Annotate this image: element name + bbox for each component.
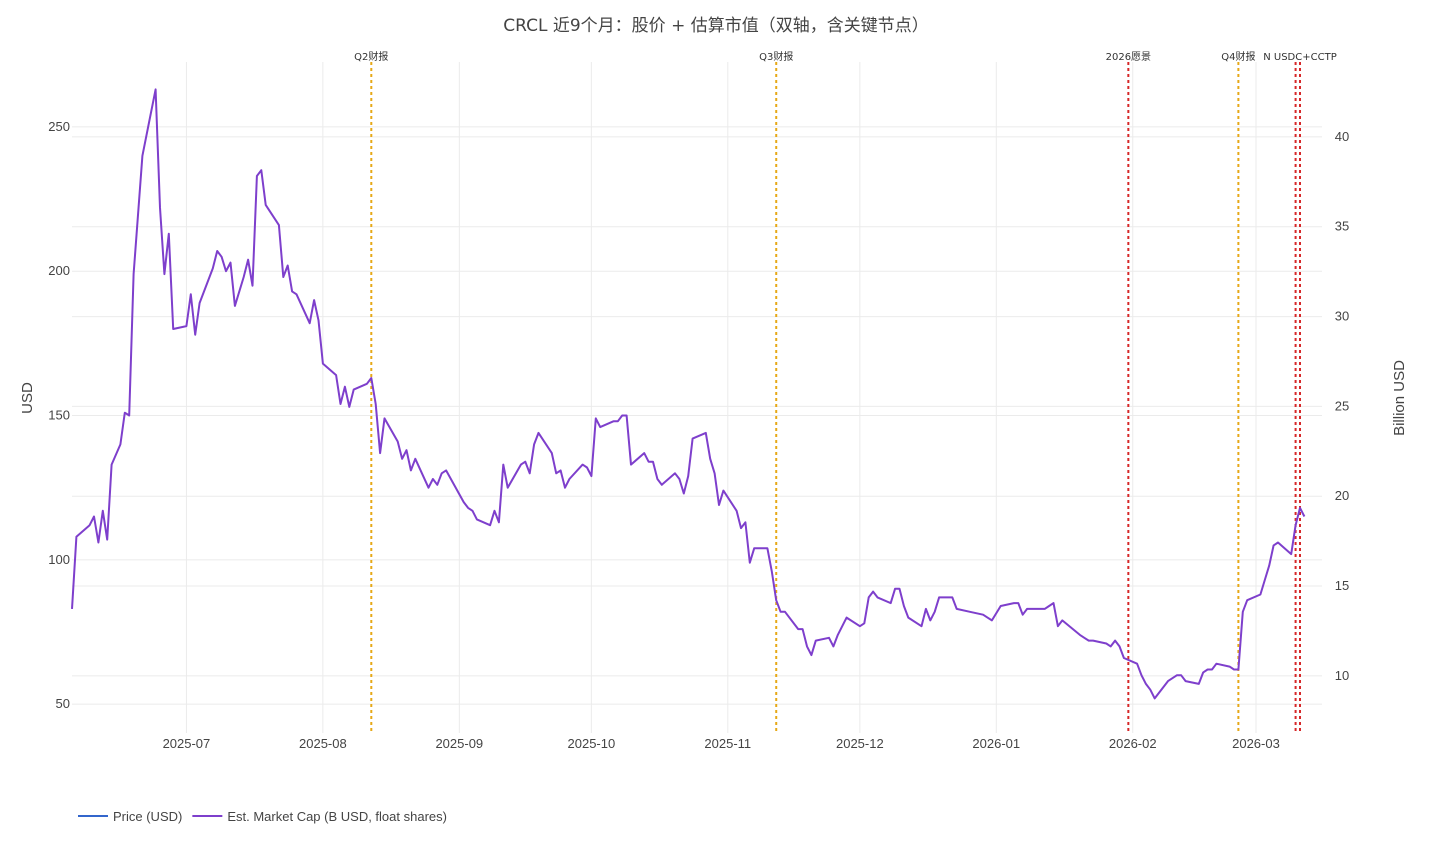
- x-tick-label: 2025-08: [299, 736, 347, 751]
- y-right-tick-label: 20: [1335, 488, 1349, 503]
- y-left-tick-label: 250: [48, 119, 70, 134]
- y-right-tick-label: 35: [1335, 219, 1349, 234]
- y-right-tick-label: 15: [1335, 578, 1349, 593]
- event-label: Q4财报: [1221, 50, 1255, 63]
- y-right-tick-label: 25: [1335, 398, 1349, 413]
- event-label: 2026愿景: [1106, 51, 1151, 63]
- event-label: N USDC+CCTP: [1263, 52, 1337, 63]
- x-tick-label: 2025-11: [704, 736, 751, 751]
- y-right-tick-label: 10: [1335, 668, 1349, 683]
- y-left-tick-label: 150: [48, 408, 70, 423]
- chart-title: CRCL 近9个月：股价 + 估算市值（双轴，含关键节点）: [503, 16, 928, 36]
- event-label: Q2财报: [354, 50, 388, 63]
- legend: Price (USD) Est. Market Cap (B USD, float…: [78, 809, 447, 824]
- legend-item-label: Price (USD): [113, 809, 182, 824]
- x-tick-label: 2025-10: [568, 736, 616, 751]
- x-tick-label: 2025-09: [435, 736, 483, 751]
- y-left-tick-label: 200: [48, 263, 70, 278]
- y-right-tick-label: 30: [1335, 309, 1349, 324]
- y-left-tick-label: 100: [48, 552, 70, 567]
- y-left-tick-label: 50: [56, 696, 70, 711]
- y-right-tick-label: 40: [1335, 129, 1349, 144]
- event-label: Q3财报: [759, 50, 793, 63]
- x-tick-label: 2026-03: [1232, 736, 1280, 751]
- y-axis-left-title: USD: [19, 382, 36, 414]
- x-tick-label: 2025-12: [836, 736, 884, 751]
- legend-item-label: Est. Market Cap (B USD, float shares): [227, 809, 447, 824]
- series-line: [71, 88, 1306, 700]
- x-tick-label: 2026-01: [972, 736, 1020, 751]
- x-tick-label: 2026-02: [1109, 736, 1157, 751]
- x-tick-label: 2025-07: [163, 736, 211, 751]
- y-axis-right-title: Billion USD: [1391, 360, 1408, 436]
